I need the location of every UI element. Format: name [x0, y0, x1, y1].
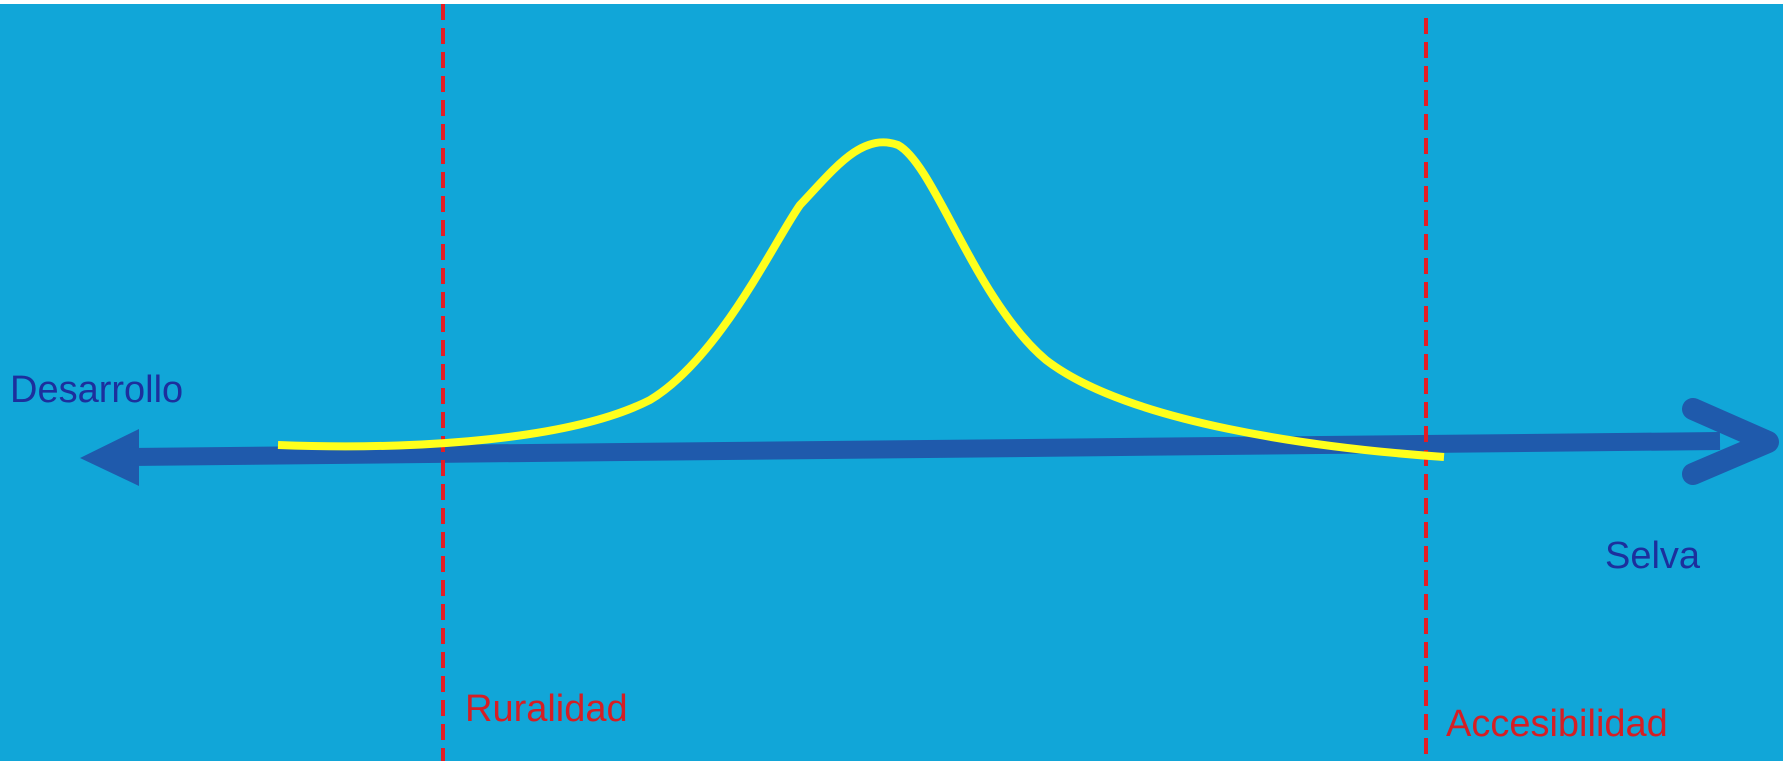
distribution-curve — [277, 138, 1445, 461]
threshold-label-ruralidad: Ruralidad — [465, 688, 628, 730]
axis-left-label: Desarrollo — [10, 369, 184, 411]
axis-right-label: Selva — [1605, 535, 1701, 577]
axis-arrowhead-right — [1682, 398, 1779, 485]
axis-arrowhead-left — [80, 429, 139, 486]
diagram-background — [0, 4, 1783, 761]
axis-line — [129, 432, 1721, 466]
threshold-label-accesibilidad: Accesibilidad — [1446, 703, 1668, 745]
